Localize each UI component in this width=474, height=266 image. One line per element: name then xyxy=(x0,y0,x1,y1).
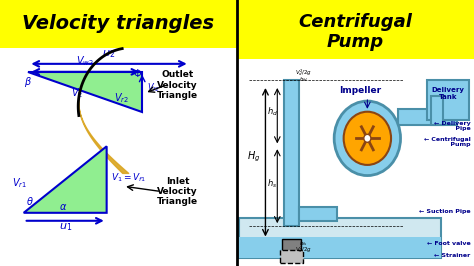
Text: $V_{r2}$: $V_{r2}$ xyxy=(114,91,129,105)
Text: Outlet
Velocity
Triangle: Outlet Velocity Triangle xyxy=(157,70,198,100)
Text: $V_d^2/2g$: $V_d^2/2g$ xyxy=(295,67,312,78)
Polygon shape xyxy=(24,146,107,213)
Text: Velocity triangles: Velocity triangles xyxy=(22,14,215,34)
FancyBboxPatch shape xyxy=(427,80,469,120)
Circle shape xyxy=(364,134,371,142)
Text: ← Suction Pipe: ← Suction Pipe xyxy=(419,209,470,214)
Text: $\beta$: $\beta$ xyxy=(24,75,32,89)
Text: $h_{fd}$: $h_{fd}$ xyxy=(299,75,308,84)
FancyBboxPatch shape xyxy=(284,80,299,226)
FancyBboxPatch shape xyxy=(299,207,337,221)
FancyBboxPatch shape xyxy=(398,109,457,125)
Text: $\Phi$: $\Phi$ xyxy=(133,67,142,79)
Text: $u_2$: $u_2$ xyxy=(102,48,116,60)
FancyBboxPatch shape xyxy=(0,48,237,266)
Text: $V_2$: $V_2$ xyxy=(71,86,83,99)
Text: $V_s^2/2g$: $V_s^2/2g$ xyxy=(295,244,312,255)
Text: $V_1 = V_{f1}$: $V_1 = V_{f1}$ xyxy=(111,172,147,184)
FancyBboxPatch shape xyxy=(282,239,301,253)
FancyBboxPatch shape xyxy=(239,237,441,258)
Polygon shape xyxy=(28,72,142,112)
Text: $h_{fs}$: $h_{fs}$ xyxy=(299,239,308,248)
FancyBboxPatch shape xyxy=(0,0,237,48)
Text: ← Foot valve: ← Foot valve xyxy=(427,241,470,246)
Text: $h_s$: $h_s$ xyxy=(267,177,278,190)
Circle shape xyxy=(334,101,401,176)
FancyBboxPatch shape xyxy=(239,218,441,258)
FancyBboxPatch shape xyxy=(431,96,443,125)
Text: $\alpha$: $\alpha$ xyxy=(59,202,68,212)
Text: Impeller: Impeller xyxy=(339,86,381,95)
Text: Centrifugal
Pump: Centrifugal Pump xyxy=(299,13,412,51)
Text: ← Strainer: ← Strainer xyxy=(434,253,470,258)
Text: $H_g$: $H_g$ xyxy=(247,150,260,164)
Text: $u_1$: $u_1$ xyxy=(58,222,72,233)
Circle shape xyxy=(344,112,391,165)
Text: $V_{w2}$: $V_{w2}$ xyxy=(76,54,94,68)
Text: $\theta$: $\theta$ xyxy=(26,195,34,207)
Text: Delivery
Tank: Delivery Tank xyxy=(431,87,465,99)
Text: $V_{r1}$: $V_{r1}$ xyxy=(12,176,27,190)
FancyBboxPatch shape xyxy=(280,250,303,263)
FancyBboxPatch shape xyxy=(237,59,474,266)
Text: $V_{f2}$: $V_{f2}$ xyxy=(147,81,160,94)
Text: Inlet
Velocity
Triangle: Inlet Velocity Triangle xyxy=(157,177,198,206)
Text: $h_d$: $h_d$ xyxy=(267,105,278,118)
Text: ← Centrifugal
   Pump: ← Centrifugal Pump xyxy=(424,136,470,147)
Text: ← Delivery
   Pipe: ← Delivery Pipe xyxy=(434,120,470,131)
